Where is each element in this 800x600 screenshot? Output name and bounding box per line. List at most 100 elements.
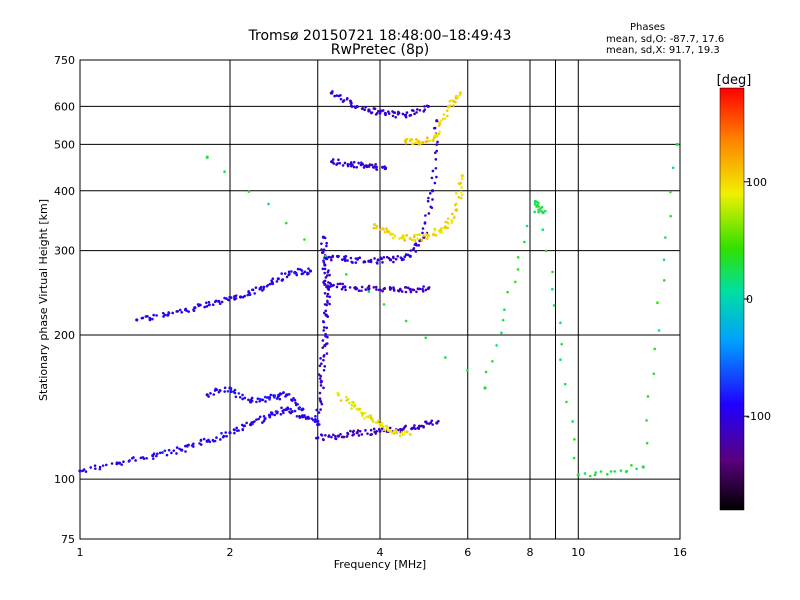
data-point bbox=[393, 234, 397, 238]
data-point bbox=[229, 296, 233, 299]
data-point bbox=[393, 430, 396, 434]
data-point bbox=[415, 290, 418, 294]
data-point bbox=[327, 255, 331, 259]
data-point bbox=[367, 290, 371, 294]
data-point bbox=[198, 303, 201, 306]
data-point bbox=[396, 289, 400, 292]
data-point bbox=[311, 418, 315, 422]
data-point bbox=[205, 305, 209, 308]
colorbar-tick-label: 0 bbox=[746, 293, 753, 306]
data-point bbox=[187, 310, 190, 313]
data-point bbox=[319, 384, 323, 387]
data-point bbox=[337, 94, 341, 98]
data-point bbox=[148, 317, 152, 321]
data-point bbox=[316, 419, 320, 423]
data-point bbox=[301, 407, 305, 411]
data-point bbox=[405, 430, 409, 434]
data-point bbox=[338, 282, 342, 286]
data-point bbox=[325, 285, 328, 289]
data-point bbox=[267, 413, 272, 417]
data-point bbox=[329, 283, 333, 286]
colorbar-tick-label: -100 bbox=[746, 410, 771, 423]
data-point bbox=[609, 470, 613, 473]
data-point bbox=[343, 161, 347, 165]
data-point bbox=[437, 132, 441, 136]
data-point bbox=[93, 464, 97, 467]
data-point bbox=[128, 459, 131, 462]
data-point bbox=[491, 359, 494, 363]
data-point bbox=[296, 267, 300, 271]
data-point bbox=[263, 417, 267, 421]
data-point bbox=[540, 205, 544, 209]
data-point bbox=[243, 424, 247, 428]
data-point bbox=[225, 434, 228, 438]
data-point bbox=[248, 293, 251, 296]
data-point bbox=[328, 302, 331, 306]
data-point bbox=[431, 423, 434, 426]
data-point bbox=[372, 107, 376, 110]
data-point bbox=[385, 227, 388, 230]
data-point bbox=[343, 259, 347, 263]
data-point bbox=[324, 332, 327, 336]
data-point bbox=[360, 107, 364, 111]
data-point bbox=[255, 418, 258, 421]
data-point bbox=[460, 193, 464, 197]
data-point bbox=[652, 372, 656, 376]
data-point bbox=[345, 97, 349, 101]
data-point bbox=[161, 451, 164, 454]
data-point bbox=[205, 155, 209, 159]
data-point bbox=[369, 258, 373, 262]
data-point bbox=[357, 434, 361, 437]
data-point bbox=[605, 473, 609, 476]
data-point bbox=[155, 454, 158, 458]
data-point bbox=[355, 104, 359, 108]
data-point bbox=[292, 397, 295, 400]
data-point bbox=[375, 165, 378, 169]
data-point bbox=[346, 432, 350, 436]
data-point bbox=[369, 428, 373, 432]
data-point bbox=[241, 393, 244, 397]
data-point bbox=[269, 393, 273, 397]
data-point bbox=[356, 429, 360, 432]
data-point bbox=[339, 97, 343, 101]
data-point bbox=[360, 289, 363, 293]
data-point bbox=[454, 208, 457, 212]
data-point bbox=[453, 203, 457, 207]
data-point bbox=[383, 166, 387, 171]
data-point bbox=[322, 329, 325, 332]
data-point bbox=[254, 286, 258, 289]
x-tick-label: 1 bbox=[77, 546, 84, 559]
data-point bbox=[544, 249, 548, 253]
data-point bbox=[325, 244, 328, 248]
y-tick-label: 400 bbox=[54, 185, 75, 198]
data-point bbox=[251, 288, 255, 292]
data-point bbox=[448, 99, 452, 103]
data-point bbox=[268, 282, 272, 286]
data-point bbox=[501, 318, 505, 322]
data-point bbox=[424, 336, 428, 340]
data-point bbox=[165, 453, 169, 457]
data-point bbox=[290, 270, 293, 273]
data-point bbox=[307, 272, 310, 275]
data-point bbox=[396, 254, 400, 258]
data-point bbox=[411, 288, 415, 292]
data-point bbox=[322, 326, 326, 329]
data-point bbox=[274, 410, 278, 413]
data-point bbox=[372, 427, 376, 431]
data-point bbox=[423, 222, 427, 225]
data-point bbox=[261, 421, 264, 424]
data-point bbox=[371, 419, 375, 423]
data-point bbox=[351, 163, 354, 167]
data-point bbox=[415, 138, 418, 141]
data-point bbox=[405, 233, 409, 237]
x-axis: 1 2 4 6 8 10 16 bbox=[77, 546, 688, 559]
data-point bbox=[370, 433, 373, 436]
data-point bbox=[180, 310, 184, 314]
y-tick-label: 75 bbox=[61, 533, 75, 546]
data-point bbox=[317, 373, 321, 376]
data-point bbox=[363, 417, 366, 420]
data-point bbox=[386, 230, 389, 234]
data-point bbox=[318, 377, 322, 380]
data-point bbox=[452, 104, 455, 107]
data-point bbox=[664, 236, 667, 239]
